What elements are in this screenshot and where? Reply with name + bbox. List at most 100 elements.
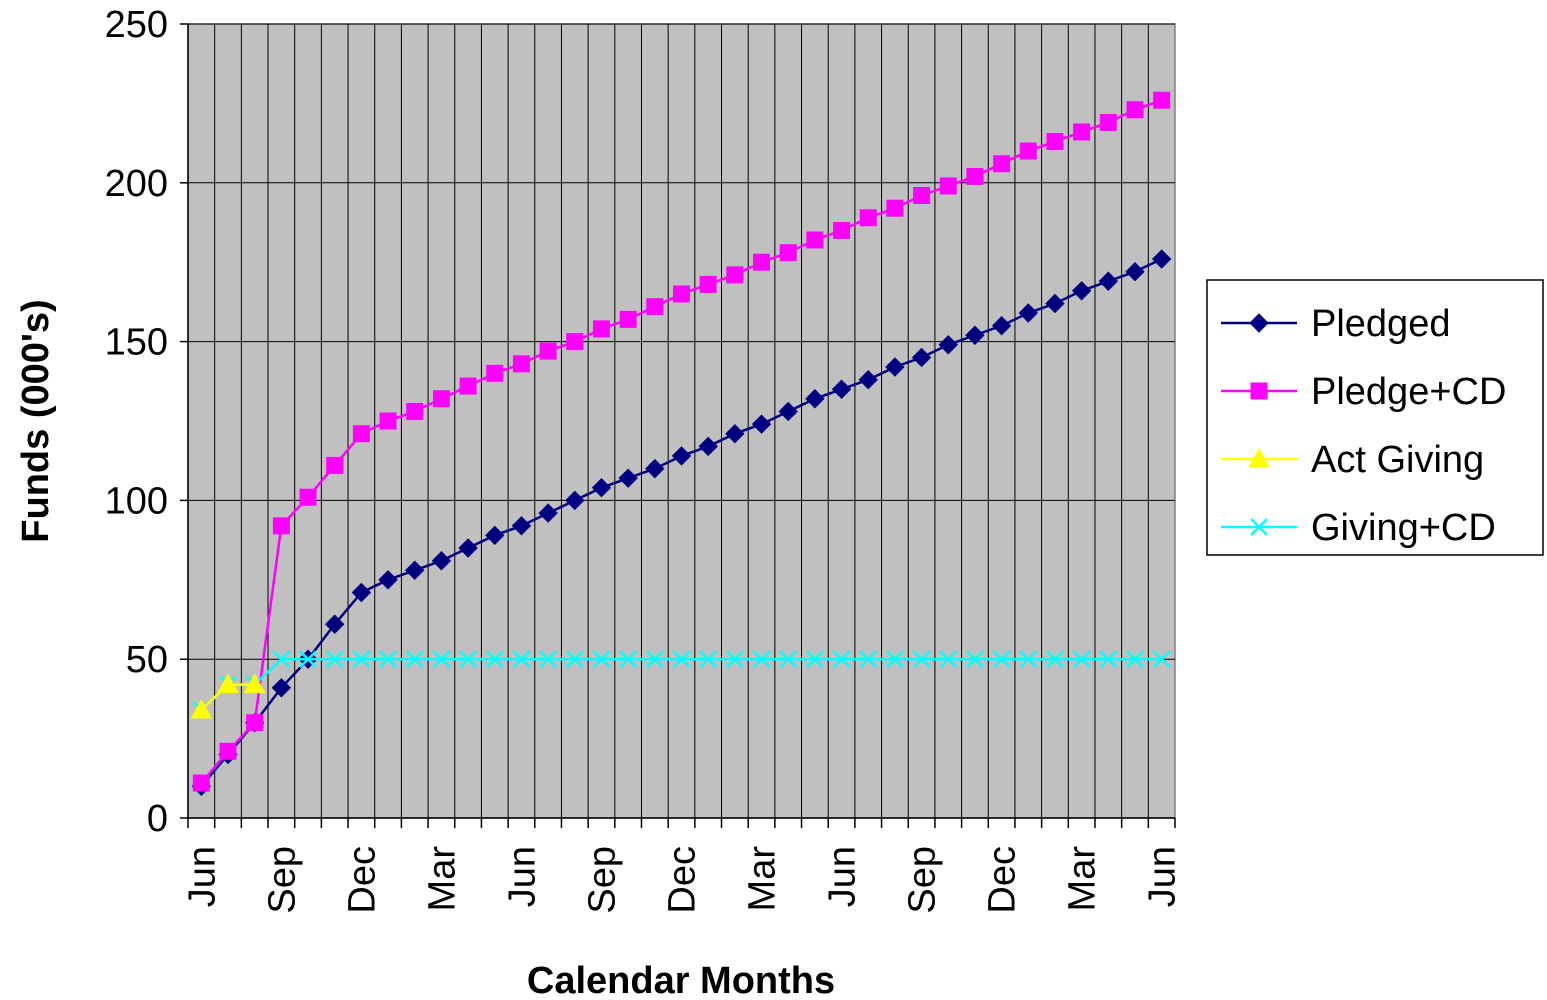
data-point [272,650,291,669]
data-point [485,650,504,669]
y-axis-label: Funds (000's) [15,299,57,542]
data-point [565,490,585,511]
data-point-stroke [805,650,824,669]
data-point [619,650,638,669]
data-point [1099,113,1117,131]
x-tick-label: Dec [662,846,704,914]
data-point [299,650,317,669]
data-point [539,650,558,669]
data-point [486,364,504,382]
data-point [1248,447,1270,468]
data-point-stroke [672,650,691,669]
data-point-stroke [299,650,317,669]
data-point-stroke [992,650,1011,669]
data-point [566,333,584,351]
data-point-stroke [272,650,291,669]
data-point [993,155,1011,173]
data-point [751,414,772,434]
data-point [432,390,450,408]
data-point-stroke [752,650,771,669]
data-point-stroke [886,650,904,669]
data-point [246,714,264,732]
data-point [645,458,665,479]
data-point [243,673,266,694]
data-point-stroke [619,650,638,669]
data-point [1249,313,1269,333]
data-point-stroke [539,650,558,669]
legend-item: Act Giving [1221,439,1484,481]
y-tick-label: 50 [126,639,168,681]
data-point-stroke [459,650,477,669]
data-point [1045,293,1065,314]
data-point-stroke [512,650,531,669]
data-point [698,436,718,457]
x-tick-label: Sep [902,846,944,914]
data-point [779,650,798,669]
data-point-stroke [699,650,718,669]
plot-background [187,23,1176,819]
y-tick-label: 250 [105,4,168,46]
data-point [1151,249,1172,269]
data-point [806,231,824,249]
data-point [190,698,213,719]
x-axis-label: Calendar Months [527,960,835,1000]
data-point-stroke [352,650,371,669]
data-point [645,650,664,669]
data-point [325,614,345,634]
data-point [886,199,904,217]
data-point [618,468,638,488]
data-point-stroke [592,650,611,669]
data-point-stroke [485,650,504,669]
data-point [886,650,904,669]
data-point [699,650,718,669]
data-point [592,650,611,669]
data-point [858,370,878,390]
legend-label: Giving+CD [1311,507,1496,549]
data-point-stroke [1250,518,1268,536]
data-point [725,650,744,669]
data-point [406,402,424,420]
data-point [219,742,237,760]
data-point [646,298,664,316]
data-point [992,650,1011,669]
data-point [1019,650,1038,669]
data-point [512,650,531,669]
data-point [272,517,290,535]
data-point-stroke [859,650,878,669]
x-tick-label: Jun [1142,846,1184,907]
series-area [190,91,1172,796]
data-point [1071,281,1092,301]
data-point-stroke [1099,650,1118,669]
data-point [885,357,905,377]
data-point [671,446,692,466]
data-point-stroke [645,650,664,669]
data-point-stroke [1019,650,1038,669]
data-point [912,650,931,669]
data-point [565,650,584,669]
data-point [753,253,771,271]
x-tick-label: Sep [581,846,623,914]
data-point [485,525,505,546]
data-point [1125,262,1145,282]
data-point-stroke [725,650,744,669]
data-point [939,177,957,195]
data-point [1018,303,1038,323]
x-tick-label: Jun [822,846,864,907]
data-point [459,377,477,395]
data-point [1126,650,1144,669]
legend: Pledged Pledge+CD Act Giving Giving+CD [1206,279,1544,556]
data-point [752,650,771,669]
data-point [458,538,478,558]
series-pledged [191,249,1172,796]
data-point [725,423,745,444]
data-point [938,335,958,355]
data-point [1072,650,1091,669]
series-act-giving [190,673,266,719]
data-point [405,650,424,669]
data-point [299,488,317,506]
data-point [1073,123,1091,141]
data-point-stroke [966,650,984,669]
data-point [1250,518,1268,536]
legend-item: Giving+CD [1221,507,1496,549]
